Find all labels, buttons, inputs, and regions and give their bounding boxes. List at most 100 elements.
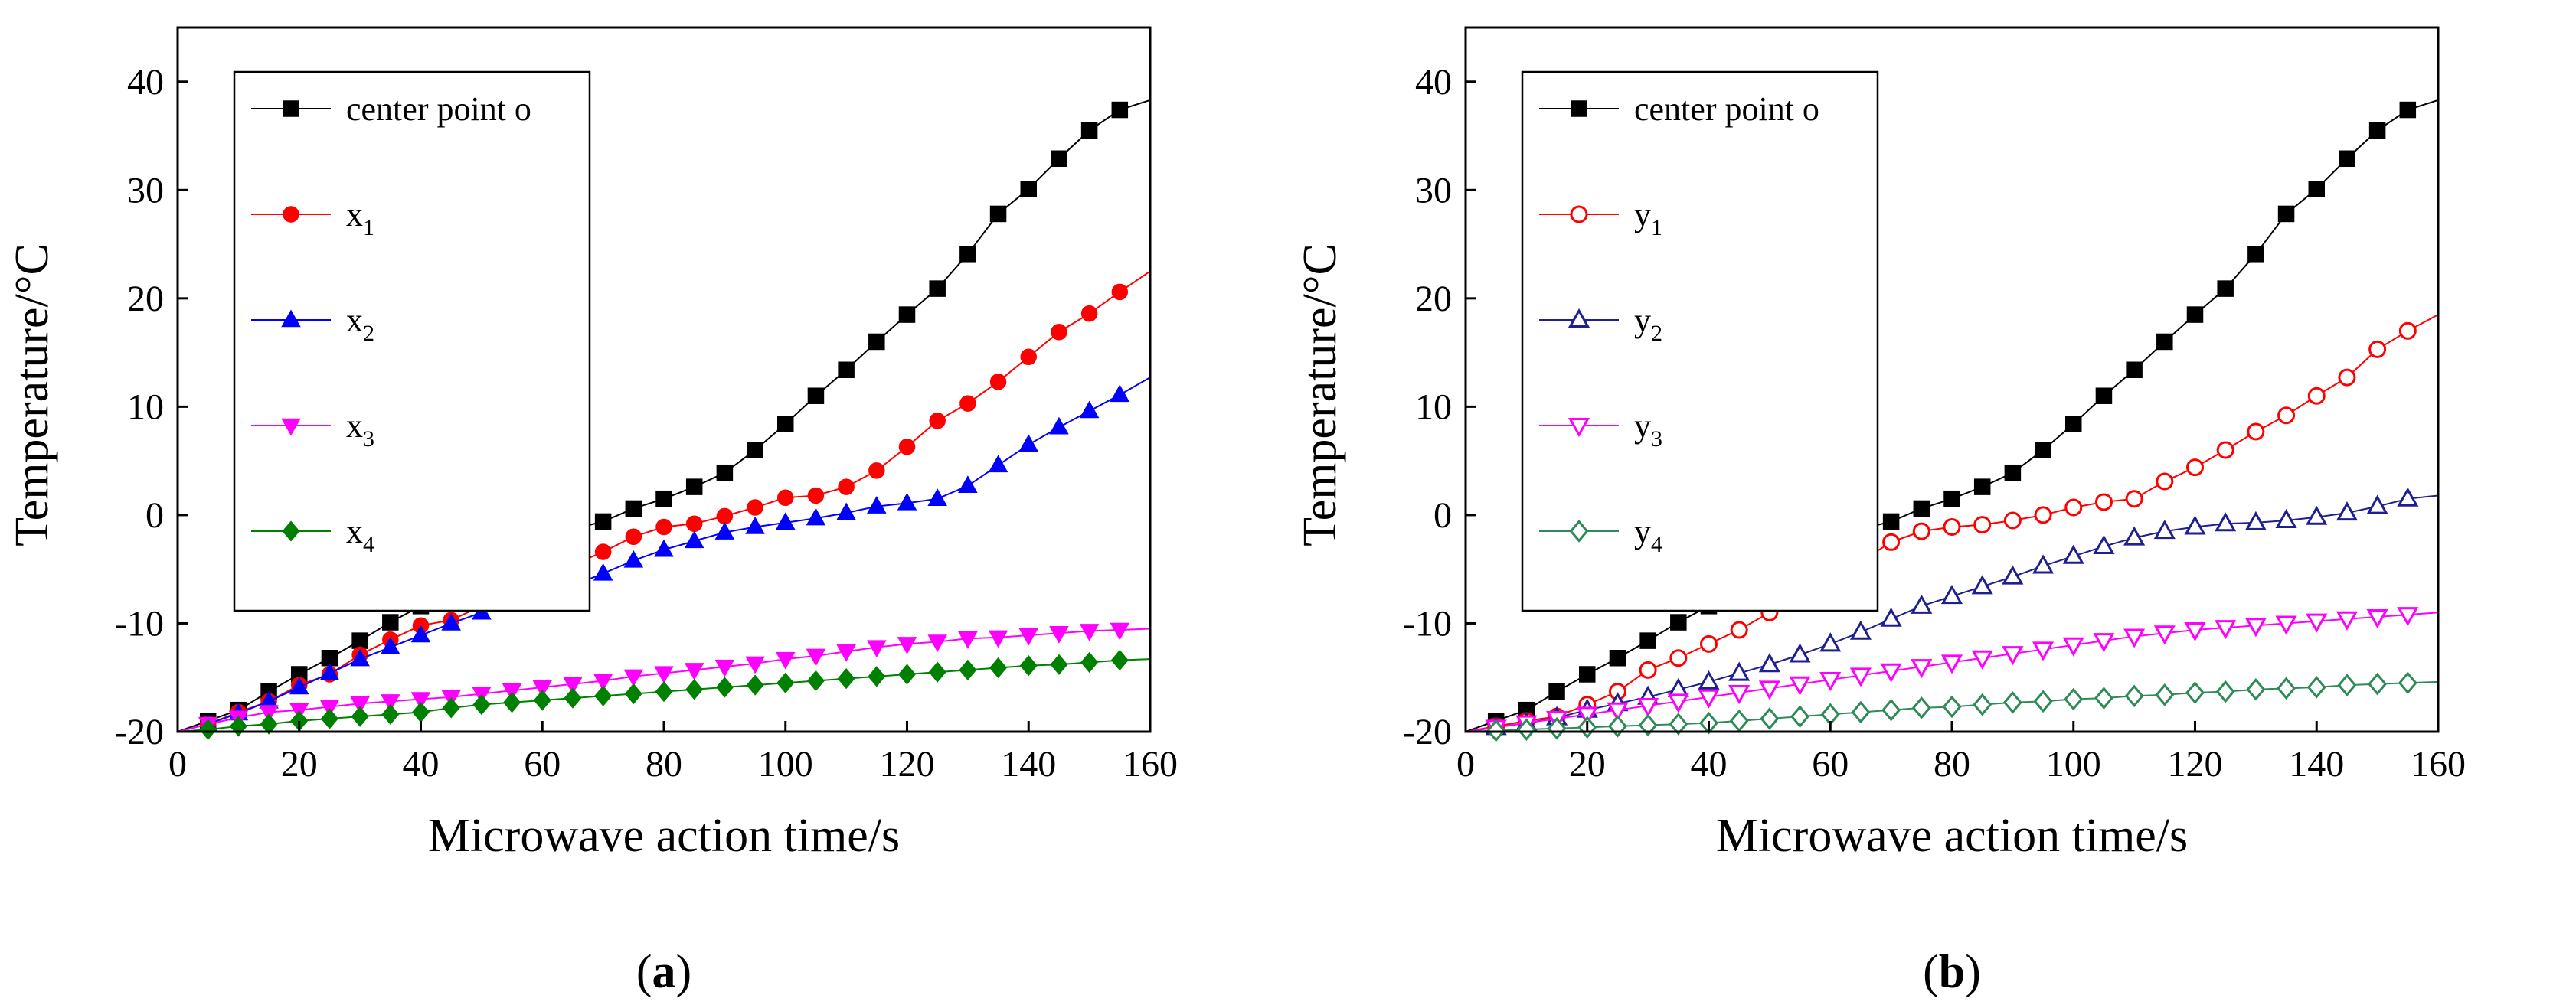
chart-a-series-4-point xyxy=(351,706,369,727)
chart-b-legend-marker xyxy=(1571,100,1587,117)
chart-b-series-2-point xyxy=(1698,670,1720,690)
chart-a-y-tick-label: -10 xyxy=(115,603,164,644)
chart-a-caption-letter: a xyxy=(652,946,676,998)
chart-b-x-tick-label: 100 xyxy=(2046,744,2101,785)
chart-a-legend-marker xyxy=(283,100,299,117)
chart-b-series-4-point xyxy=(2094,687,2113,710)
chart-b-series-0-point xyxy=(2156,333,2173,351)
chart-b-series-2 xyxy=(1465,487,2439,736)
chart-b-x-tick-label: 80 xyxy=(1934,744,1970,785)
chart-a-series-0-point xyxy=(868,333,885,351)
chart-a-series-0-point xyxy=(1051,150,1067,168)
chart-a-series-2-point xyxy=(775,512,796,530)
chart-a-series-3-point xyxy=(714,659,735,677)
chart-b-series-3-point xyxy=(1607,702,1629,722)
chart-b-series-0-point xyxy=(2186,306,2204,323)
chart-a-series-4-point xyxy=(989,657,1008,679)
chart-a-series-3-point xyxy=(654,666,674,684)
chart-b-series-2-point xyxy=(2366,494,2388,514)
chart-a-x-tick-label: 0 xyxy=(168,744,187,785)
chart-a-series-0-point xyxy=(838,361,855,379)
chart-a-series-3-point xyxy=(988,630,1008,648)
chart-b-series-3-point xyxy=(1698,689,1720,709)
chart-b-series-2-point xyxy=(2275,508,2297,528)
chart-b-series-4-point xyxy=(1760,707,1780,730)
chart-a-series-0-point xyxy=(959,246,976,263)
chart-b-legend-label: y4 xyxy=(1634,513,1662,557)
chart-a-series-2-point xyxy=(927,488,947,506)
chart-a-series-1-point xyxy=(625,528,642,545)
chart-b-svg: 0 20 40 60 80 100 120 140 160 -20 -10 0 10 20 30 40 Micr… xyxy=(1294,26,2466,998)
chart-a-series-2-point xyxy=(350,648,370,667)
chart-b-series-0-point xyxy=(1579,666,1596,683)
chart-a-series-2-point xyxy=(441,612,461,631)
chart-b-series-0-point xyxy=(1639,632,1656,649)
chart-b-series-4-point xyxy=(2033,690,2053,713)
chart-b-series-3-point xyxy=(2123,628,2146,648)
chart-b-series-0-point xyxy=(1548,683,1565,700)
chart-b-series-0-point xyxy=(2217,280,2234,297)
chart-a-series-0-point xyxy=(1080,122,1098,139)
chart-a-series-2-point xyxy=(593,563,613,581)
chart-b-series-4-point xyxy=(1669,713,1688,736)
chart-a-legend-item-0: center point o xyxy=(251,90,531,128)
chart-b-series-4-point xyxy=(2155,683,2175,706)
chart-b-series-3-point xyxy=(1849,667,1872,687)
chart-b-series-2-point xyxy=(2093,534,2115,554)
chart-a-series-3-point xyxy=(410,692,431,710)
chart-a-legend-label-sub: 1 xyxy=(363,215,374,240)
chart-b-series-0-point xyxy=(2399,101,2417,119)
chart-a-series-2-point xyxy=(836,502,856,520)
chart-a-legend-marker xyxy=(283,206,299,223)
chart-b-series-4-point xyxy=(2277,677,2296,700)
chart-b-series-1-point xyxy=(2156,472,2174,491)
chart-b-caption-close: ) xyxy=(1965,946,1981,998)
chart-a-series-4-point xyxy=(564,687,582,709)
chart-b-series-3-point xyxy=(2306,613,2328,633)
chart-a-series-4-point xyxy=(503,692,521,713)
chart-b-x-axis-label: Microwave action time/s xyxy=(1716,810,2188,862)
chart-a-series-0-point xyxy=(777,416,794,432)
chart-a-series-2-point xyxy=(745,516,765,534)
chart-b-series-1-point xyxy=(1730,621,1748,639)
chart-a-series-4-point xyxy=(1019,654,1038,677)
chart-b-legend-item-0: center point o xyxy=(1539,90,1819,128)
chart-b-series-1-point xyxy=(2094,493,2113,511)
chart-a-svg: 0 20 40 60 80 100 120 140 160 -20 -10 0 10 20 30 40 Micr… xyxy=(6,26,1178,998)
chart-b-legend-label: y3 xyxy=(1634,407,1662,452)
chart-b-legend-label-sub: 2 xyxy=(1651,321,1662,346)
chart-b-series-3-point xyxy=(1667,693,1689,713)
chart-b-series-3-point xyxy=(1880,663,1902,683)
chart-a-series-4-point xyxy=(199,719,217,740)
chart-a-caption-close: ) xyxy=(676,946,692,998)
chart-b-series-1-point xyxy=(2125,490,2143,508)
chart-a-series-3-point xyxy=(593,674,613,692)
chart-b-series-3-point xyxy=(2153,625,2176,645)
chart-a-series-4-point xyxy=(806,670,825,692)
chart-b-x-tick-label: 120 xyxy=(2168,744,2223,785)
chart-a-y-tick-label: 20 xyxy=(127,279,164,319)
chart-a-series-4-point xyxy=(533,690,551,711)
chart-a-legend-label-sub: 2 xyxy=(363,321,374,346)
chart-b-series-0-point xyxy=(2095,387,2113,404)
chart-b-y-tick-label: -20 xyxy=(1403,712,1452,752)
chart-a-series-4-point xyxy=(928,661,946,683)
chart-b-series-2-point xyxy=(2306,505,2328,525)
chart-a-series-4-point xyxy=(959,659,977,680)
chart-a-series-3-point xyxy=(350,696,370,714)
chart-a-series-0-point xyxy=(929,280,946,297)
chart-a-series-1-point xyxy=(747,499,763,516)
chart-a-series-0-point xyxy=(685,478,703,495)
chart-a-series-1-point xyxy=(989,374,1007,390)
chart-b-legend-box xyxy=(1521,70,1879,612)
chart-a-series-1-point xyxy=(838,478,855,495)
chart-a-y-tick-label: 10 xyxy=(127,387,164,427)
chart-a-legend-label-sub: 3 xyxy=(363,426,374,452)
chart-a-series-4-point xyxy=(412,701,430,723)
chart-a-series-2-point xyxy=(988,455,1008,473)
chart-a-series-4-point xyxy=(868,666,886,687)
chart-b-legend-label: center point o xyxy=(1634,90,1819,128)
chart-a-series-2-point xyxy=(806,507,826,526)
chart-b-caption-letter: b xyxy=(1939,946,1965,998)
chart-b-series-4-point xyxy=(2124,684,2144,708)
